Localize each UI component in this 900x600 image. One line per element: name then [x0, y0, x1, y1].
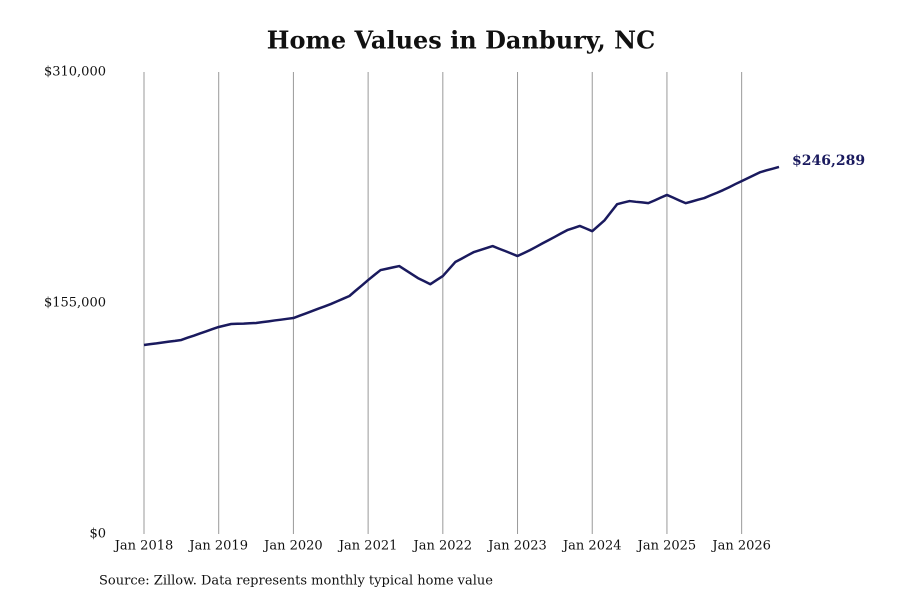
- x-tick-label: Jan 2021: [337, 539, 398, 554]
- x-tick-label: Jan 2025: [636, 539, 697, 554]
- source-note: Source: Zillow. Data represents monthly …: [99, 574, 493, 589]
- x-tick-label: Jan 2022: [412, 539, 473, 554]
- y-tick-label: $310,000: [44, 65, 106, 80]
- x-tick-label: Jan 2020: [262, 539, 323, 554]
- x-tick-label: Jan 2026: [710, 539, 771, 554]
- x-tick-label: Jan 2019: [187, 539, 248, 554]
- data-line: [143, 165, 780, 347]
- chart-title: Home Values in Danbury, NC: [267, 26, 655, 55]
- y-tick-label: $0: [89, 527, 106, 542]
- x-tick-label: Jan 2023: [486, 539, 547, 554]
- y-tick-label: $155,000: [44, 296, 106, 311]
- x-tick-label: Jan 2024: [561, 539, 622, 554]
- x-tick-label: Jan 2018: [113, 539, 174, 554]
- value-label: $246,289: [792, 153, 865, 169]
